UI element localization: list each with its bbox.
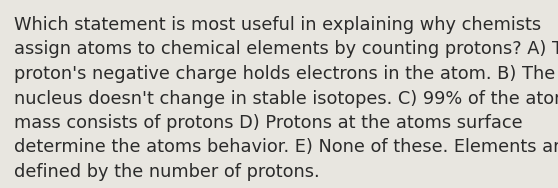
Text: proton's negative charge holds electrons in the atom. B) The: proton's negative charge holds electrons… (14, 65, 555, 83)
Text: assign atoms to chemical elements by counting protons? A) The: assign atoms to chemical elements by cou… (14, 40, 558, 58)
Text: determine the atoms behavior. E) None of these. Elements are: determine the atoms behavior. E) None of… (14, 139, 558, 156)
Text: Which statement is most useful in explaining why chemists: Which statement is most useful in explai… (14, 16, 541, 34)
Text: nucleus doesn't change in stable isotopes. C) 99% of the atoms: nucleus doesn't change in stable isotope… (14, 89, 558, 108)
Text: defined by the number of protons.: defined by the number of protons. (14, 163, 320, 181)
Text: mass consists of protons D) Protons at the atoms surface: mass consists of protons D) Protons at t… (14, 114, 523, 132)
